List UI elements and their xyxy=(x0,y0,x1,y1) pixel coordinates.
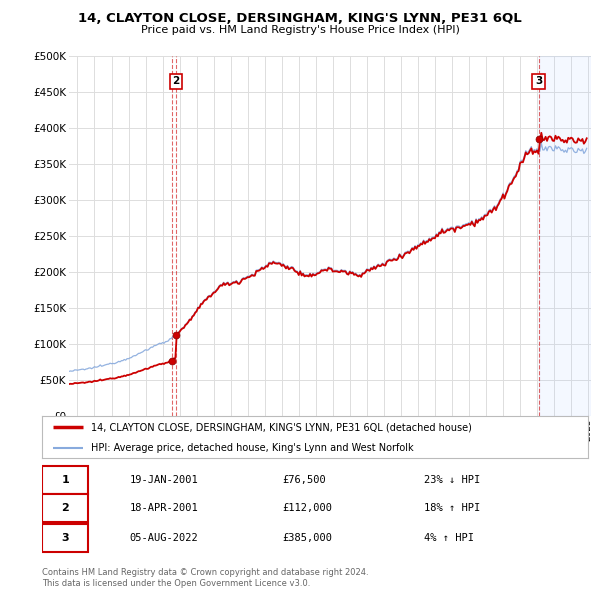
Text: HPI: Average price, detached house, King's Lynn and West Norfolk: HPI: Average price, detached house, King… xyxy=(91,443,414,453)
Text: Price paid vs. HM Land Registry's House Price Index (HPI): Price paid vs. HM Land Registry's House … xyxy=(140,25,460,35)
Text: 19-JAN-2001: 19-JAN-2001 xyxy=(130,475,198,485)
Text: 4% ↑ HPI: 4% ↑ HPI xyxy=(424,533,474,543)
Text: 18-APR-2001: 18-APR-2001 xyxy=(130,503,198,513)
FancyBboxPatch shape xyxy=(42,466,88,494)
Text: 2: 2 xyxy=(173,76,180,86)
Text: 18% ↑ HPI: 18% ↑ HPI xyxy=(424,503,481,513)
Text: £385,000: £385,000 xyxy=(282,533,332,543)
Text: £112,000: £112,000 xyxy=(282,503,332,513)
Text: 05-AUG-2022: 05-AUG-2022 xyxy=(130,533,198,543)
FancyBboxPatch shape xyxy=(42,524,88,552)
Text: Contains HM Land Registry data © Crown copyright and database right 2024.
This d: Contains HM Land Registry data © Crown c… xyxy=(42,568,368,588)
Text: 3: 3 xyxy=(535,76,542,86)
Text: 3: 3 xyxy=(62,533,69,543)
Text: £76,500: £76,500 xyxy=(282,475,326,485)
FancyBboxPatch shape xyxy=(42,494,88,522)
Text: 2: 2 xyxy=(62,503,70,513)
Text: 23% ↓ HPI: 23% ↓ HPI xyxy=(424,475,481,485)
Text: 1: 1 xyxy=(62,475,70,485)
Bar xyxy=(539,56,591,416)
Text: 14, CLAYTON CLOSE, DERSINGHAM, KING'S LYNN, PE31 6QL: 14, CLAYTON CLOSE, DERSINGHAM, KING'S LY… xyxy=(78,12,522,25)
Text: 14, CLAYTON CLOSE, DERSINGHAM, KING'S LYNN, PE31 6QL (detached house): 14, CLAYTON CLOSE, DERSINGHAM, KING'S LY… xyxy=(91,422,472,432)
